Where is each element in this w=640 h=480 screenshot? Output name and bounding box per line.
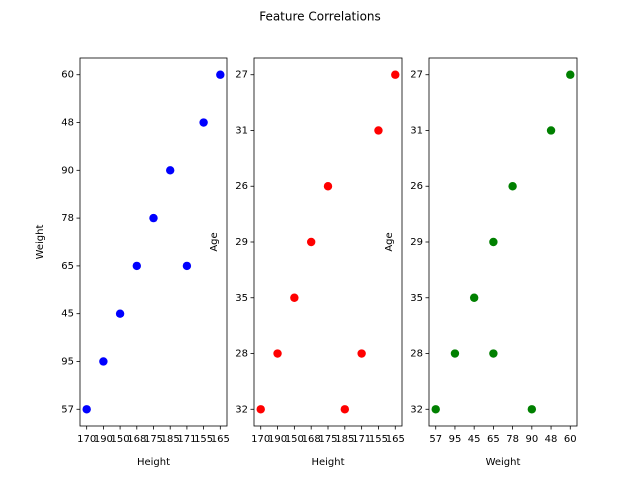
x-tick-label: 171 (177, 434, 196, 445)
y-tick-label: 28 (235, 349, 248, 360)
y-tick-label: 32 (235, 404, 248, 415)
x-tick-label: 155 (369, 434, 388, 445)
x-tick-label: 45 (468, 434, 481, 445)
y-tick-label: 31 (235, 125, 248, 136)
y-axis-label: Age (209, 232, 220, 251)
y-tick-label: 45 (61, 309, 74, 320)
x-tick-label: 95 (449, 434, 462, 445)
x-tick-label: 150 (285, 434, 304, 445)
y-tick-label: 95 (61, 356, 74, 367)
x-axis-label: Height (311, 457, 344, 468)
point (469, 293, 479, 302)
point (132, 261, 141, 271)
x-tick-label: 60 (564, 434, 577, 445)
x-tick-label: 90 (525, 434, 538, 445)
point (357, 349, 366, 358)
y-tick-label: 27 (410, 70, 423, 81)
x-tick-label: 190 (268, 434, 287, 445)
y-tick-label: 26 (410, 181, 423, 192)
x-axis-label: Height (137, 457, 170, 468)
point (99, 357, 108, 366)
x-tick-label: 185 (161, 434, 180, 445)
y-tick-label: 90 (61, 165, 74, 176)
x-tick-label: 165 (386, 434, 405, 445)
y-tick-label: 60 (61, 70, 74, 81)
y-tick-label: 65 (61, 261, 74, 272)
point (431, 405, 440, 414)
y-axis-label: Weight (35, 225, 46, 260)
y-tick-label: 27 (235, 70, 248, 81)
point (508, 182, 517, 191)
x-tick-label: 150 (111, 434, 130, 445)
x-tick-label: 57 (429, 434, 442, 445)
x-axis-label: Weight (486, 457, 521, 468)
point (166, 166, 175, 175)
y-tick-label: 32 (410, 404, 423, 415)
y-tick-label: 26 (235, 181, 248, 192)
x-tick-label: 190 (94, 434, 113, 445)
y-tick-label: 31 (410, 125, 423, 136)
point (450, 349, 460, 358)
point (256, 405, 265, 414)
y-tick-label: 29 (410, 237, 423, 248)
x-tick-label: 65 (487, 434, 500, 445)
point (115, 309, 125, 318)
x-tick-label: 175 (144, 434, 163, 445)
point (82, 405, 91, 414)
x-tick-label: 185 (335, 434, 354, 445)
y-axis-label: Age (384, 232, 395, 251)
point (323, 182, 333, 191)
y-tick-label: 29 (235, 237, 248, 248)
y-tick-label: 35 (410, 293, 423, 304)
x-tick-label: 168 (127, 434, 146, 445)
x-tick-label: 171 (352, 434, 371, 445)
x-tick-label: 48 (545, 434, 558, 445)
point (489, 349, 498, 358)
point (546, 126, 556, 135)
y-tick-label: 28 (410, 349, 423, 360)
point (527, 405, 537, 414)
y-tick-label: 78 (61, 213, 74, 224)
point (216, 70, 225, 79)
point (273, 349, 282, 358)
point (290, 293, 299, 302)
point (182, 261, 192, 271)
x-tick-label: 165 (211, 434, 230, 445)
x-tick-label: 155 (194, 434, 213, 445)
x-tick-label: 170 (251, 434, 270, 445)
y-tick-label: 35 (235, 293, 248, 304)
point (391, 70, 400, 79)
point (199, 118, 208, 127)
y-tick-label: 48 (61, 118, 74, 129)
x-tick-label: 168 (302, 434, 321, 445)
point (374, 126, 383, 135)
point (149, 213, 158, 223)
point (489, 237, 498, 247)
figure-title: Feature Correlations (259, 10, 381, 24)
point (566, 70, 575, 79)
x-tick-label: 170 (77, 434, 96, 445)
point (306, 237, 316, 247)
point (340, 405, 350, 414)
x-tick-label: 78 (506, 434, 519, 445)
x-tick-label: 175 (318, 434, 337, 445)
y-tick-label: 57 (61, 404, 74, 415)
